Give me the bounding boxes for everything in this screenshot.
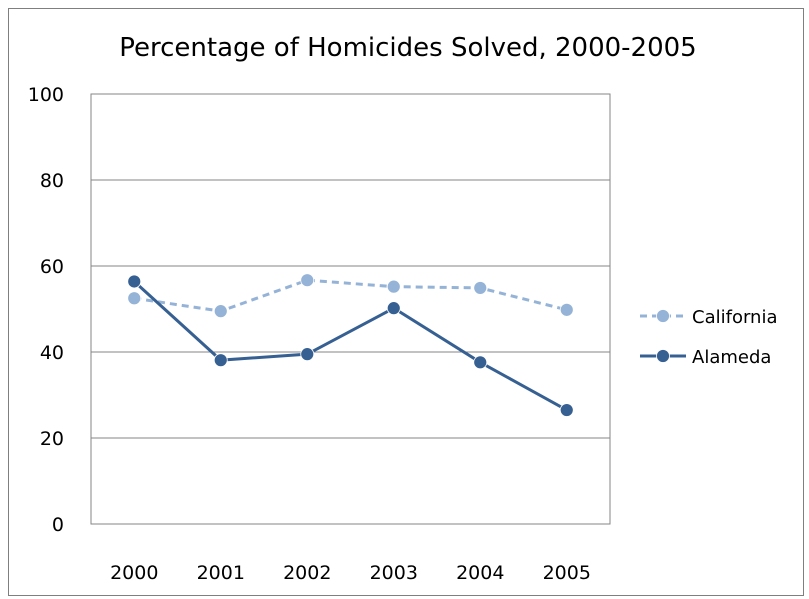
- data-point: [127, 274, 142, 289]
- series-line-alameda: [133, 280, 568, 412]
- y-tick-label: 80: [40, 170, 64, 192]
- data-point: [213, 304, 228, 319]
- gridlines: [91, 179, 610, 439]
- x-tick-label: 2000: [110, 562, 158, 584]
- data-point: [559, 302, 574, 317]
- data-point: [213, 353, 228, 368]
- data-point: [127, 291, 142, 306]
- plot-area: [90, 93, 611, 525]
- y-tick-label: 0: [52, 514, 64, 536]
- legend-label: California: [692, 307, 777, 328]
- data-point: [559, 403, 574, 417]
- data-point: [473, 355, 488, 370]
- y-tick-label: 40: [40, 342, 64, 364]
- x-tick-label: 2003: [370, 562, 418, 584]
- data-point: [386, 301, 401, 316]
- data-point: [473, 281, 488, 295]
- x-tick-label: 2005: [543, 562, 591, 584]
- y-tick-label: 60: [40, 256, 64, 278]
- data-point: [300, 347, 315, 362]
- x-tick-label: 2002: [283, 562, 331, 584]
- series-line-california: [134, 278, 568, 313]
- y-tick-label: 100: [28, 84, 64, 106]
- x-axis-ticks: 2000 2001 2002 2003 2004 2005: [110, 562, 591, 584]
- legend-item-alameda: Alameda: [640, 347, 771, 368]
- data-point: [300, 273, 315, 288]
- legend-label: Alameda: [692, 347, 771, 368]
- series-california: [127, 273, 574, 319]
- y-tick-label: 20: [40, 428, 64, 450]
- legend-item-california: California: [640, 307, 777, 328]
- y-axis-ticks: 0 20 40 60 80 100: [28, 84, 64, 536]
- x-tick-label: 2004: [456, 562, 504, 584]
- chart-title: Percentage of Homicides Solved, 2000-200…: [119, 33, 696, 63]
- series-layer: [127, 273, 574, 417]
- x-tick-label: 2001: [197, 562, 245, 584]
- chart-frame: [8, 8, 804, 596]
- series-alameda: [127, 274, 574, 417]
- legend-marker: [656, 309, 670, 323]
- legend-marker: [656, 349, 670, 363]
- legend: California Alameda: [640, 307, 777, 368]
- data-point: [386, 279, 401, 294]
